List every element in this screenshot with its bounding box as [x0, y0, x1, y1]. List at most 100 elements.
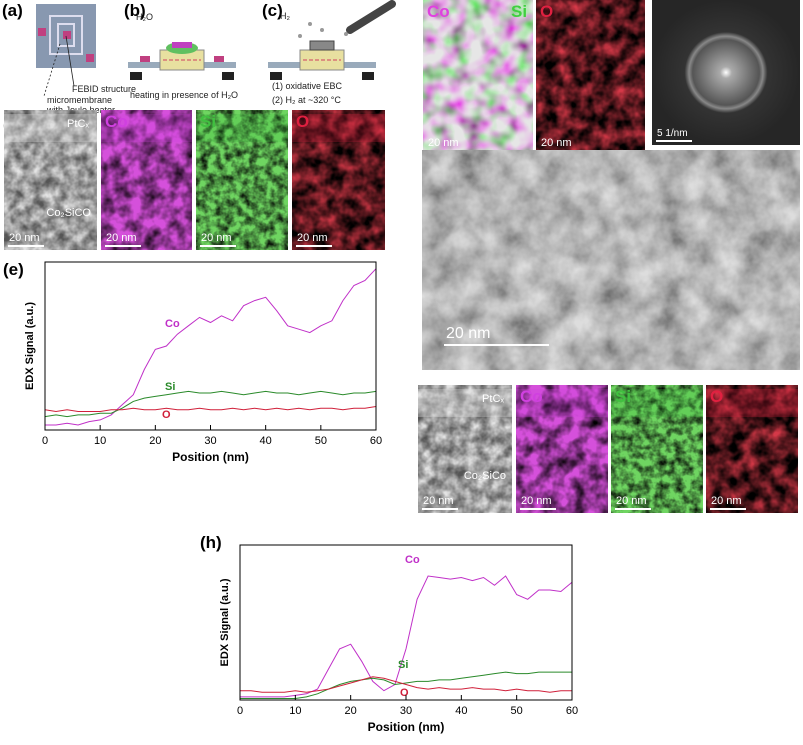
scale-label: 20 nm — [541, 137, 572, 149]
image-noise — [516, 385, 608, 513]
tile-title: Co — [105, 112, 128, 131]
data-line — [240, 575, 573, 698]
x-tick-label: 20 — [149, 435, 161, 447]
image-noise — [196, 110, 288, 250]
image-tile: Co 20 nm — [516, 385, 608, 513]
data-line — [240, 676, 572, 693]
schematic-a — [36, 4, 96, 97]
image-tile: O 20 nm — [292, 110, 385, 250]
scale-label: 20 nm — [428, 137, 459, 149]
sample-label: Co₂SiCO — [46, 207, 91, 219]
data-line — [44, 390, 377, 418]
tile-title: Si — [615, 387, 631, 406]
x-tick-label: 40 — [455, 705, 467, 717]
image-tile: PtCₓ Co₂SiCo 20 nm — [418, 385, 512, 513]
x-tick-label: 50 — [315, 435, 327, 447]
schematic-b — [128, 42, 236, 80]
x-tick-label: 30 — [400, 705, 412, 717]
tile-title: Co — [520, 387, 543, 406]
annotation: micromembrane — [47, 95, 112, 105]
series-label: Co — [405, 554, 420, 566]
scale-label: 20 nm — [446, 325, 490, 342]
image-noise — [292, 110, 385, 250]
image-noise — [706, 385, 798, 513]
data-line — [44, 406, 377, 413]
series-label: Si — [165, 381, 175, 393]
image-noise — [4, 110, 97, 250]
series-label: O — [400, 687, 409, 699]
image-noise — [418, 385, 512, 513]
panel-label: (h) — [200, 533, 222, 552]
y-axis-label: EDX Signal (a.u.) — [219, 578, 231, 666]
series-label: O — [162, 409, 171, 421]
surface-layer — [292, 114, 385, 142]
scale-label: 20 nm — [297, 232, 328, 244]
y-axis-label: EDX Signal (a.u.) — [24, 302, 36, 390]
annotation: (1) oxidative EBC — [272, 81, 343, 91]
scale-label: 20 nm — [616, 495, 647, 507]
tile-title: PtCₓ — [67, 118, 89, 130]
annotation: H₂ — [280, 11, 290, 21]
tile-title: Si — [511, 2, 527, 21]
annotation: FEBID structure — [72, 84, 136, 94]
plot-frame — [239, 544, 573, 701]
series-label: Si — [398, 659, 408, 671]
x-tick-label: 0 — [42, 435, 48, 447]
annotation: H₂O — [136, 12, 153, 22]
x-tick-label: 60 — [566, 705, 578, 717]
x-tick-label: 20 — [345, 705, 357, 717]
x-axis-label: Position (nm) — [172, 450, 249, 464]
panel-label: (b) — [124, 1, 146, 20]
x-tick-label: 10 — [94, 435, 106, 447]
image-noise — [422, 150, 800, 370]
scale-label: 20 nm — [711, 495, 742, 507]
x-tick-label: 40 — [260, 435, 272, 447]
panel-label: (e) — [3, 260, 24, 279]
surface-layer — [706, 389, 798, 417]
annotation: heating in presence of H₂O — [130, 90, 238, 100]
image-noise — [536, 0, 645, 155]
x-tick-label: 0 — [237, 705, 243, 717]
scale-label: 20 nm — [9, 232, 40, 244]
scale-label: 20 nm — [521, 495, 552, 507]
x-tick-label: 60 — [370, 435, 382, 447]
surface-layer — [516, 389, 608, 417]
surface-layer — [418, 389, 512, 417]
surface-layer — [101, 114, 192, 142]
panel-label: (c) — [262, 1, 283, 20]
scale-label: 20 nm — [106, 232, 137, 244]
tile-title: O — [540, 2, 553, 21]
series-label: Co — [165, 318, 180, 330]
x-tick-label: 50 — [511, 705, 523, 717]
tile-title: O — [710, 387, 723, 406]
scale-label: 20 nm — [201, 232, 232, 244]
image-tile: PtCₓ Co₂SiCO 20 nm — [4, 110, 97, 250]
surface-layer — [196, 114, 288, 142]
image-tile: Co Si 20 nm — [423, 0, 533, 155]
sample-label: Co₂SiCo — [464, 470, 506, 482]
tile-title: O — [296, 112, 309, 131]
x-tick-label: 30 — [204, 435, 216, 447]
image-tile: Si 20 nm — [611, 385, 703, 513]
image-noise — [423, 0, 533, 155]
scale-label: 20 nm — [423, 495, 454, 507]
tile-title: Si — [200, 112, 216, 131]
image-tile: 5 1/nm — [652, 0, 800, 145]
image-tile: Co 20 nm — [101, 110, 192, 250]
panel-label: (a) — [2, 1, 23, 20]
image-tile: Si 20 nm — [196, 110, 288, 250]
image-noise — [611, 385, 703, 513]
x-axis-label: Position (nm) — [368, 720, 445, 734]
fft-image — [652, 0, 800, 145]
schematic-c — [268, 0, 396, 80]
tile-title: Co — [427, 2, 450, 21]
x-tick-label: 10 — [289, 705, 301, 717]
surface-layer — [4, 114, 97, 142]
scale-label: 5 1/nm — [657, 128, 688, 139]
image-tile: O 20 nm — [706, 385, 798, 513]
annotation: (2) H₂ at ~320 °C — [272, 95, 341, 105]
data-line — [45, 268, 377, 426]
plot-frame — [44, 261, 377, 431]
tile-title: PtCₓ — [482, 393, 504, 405]
